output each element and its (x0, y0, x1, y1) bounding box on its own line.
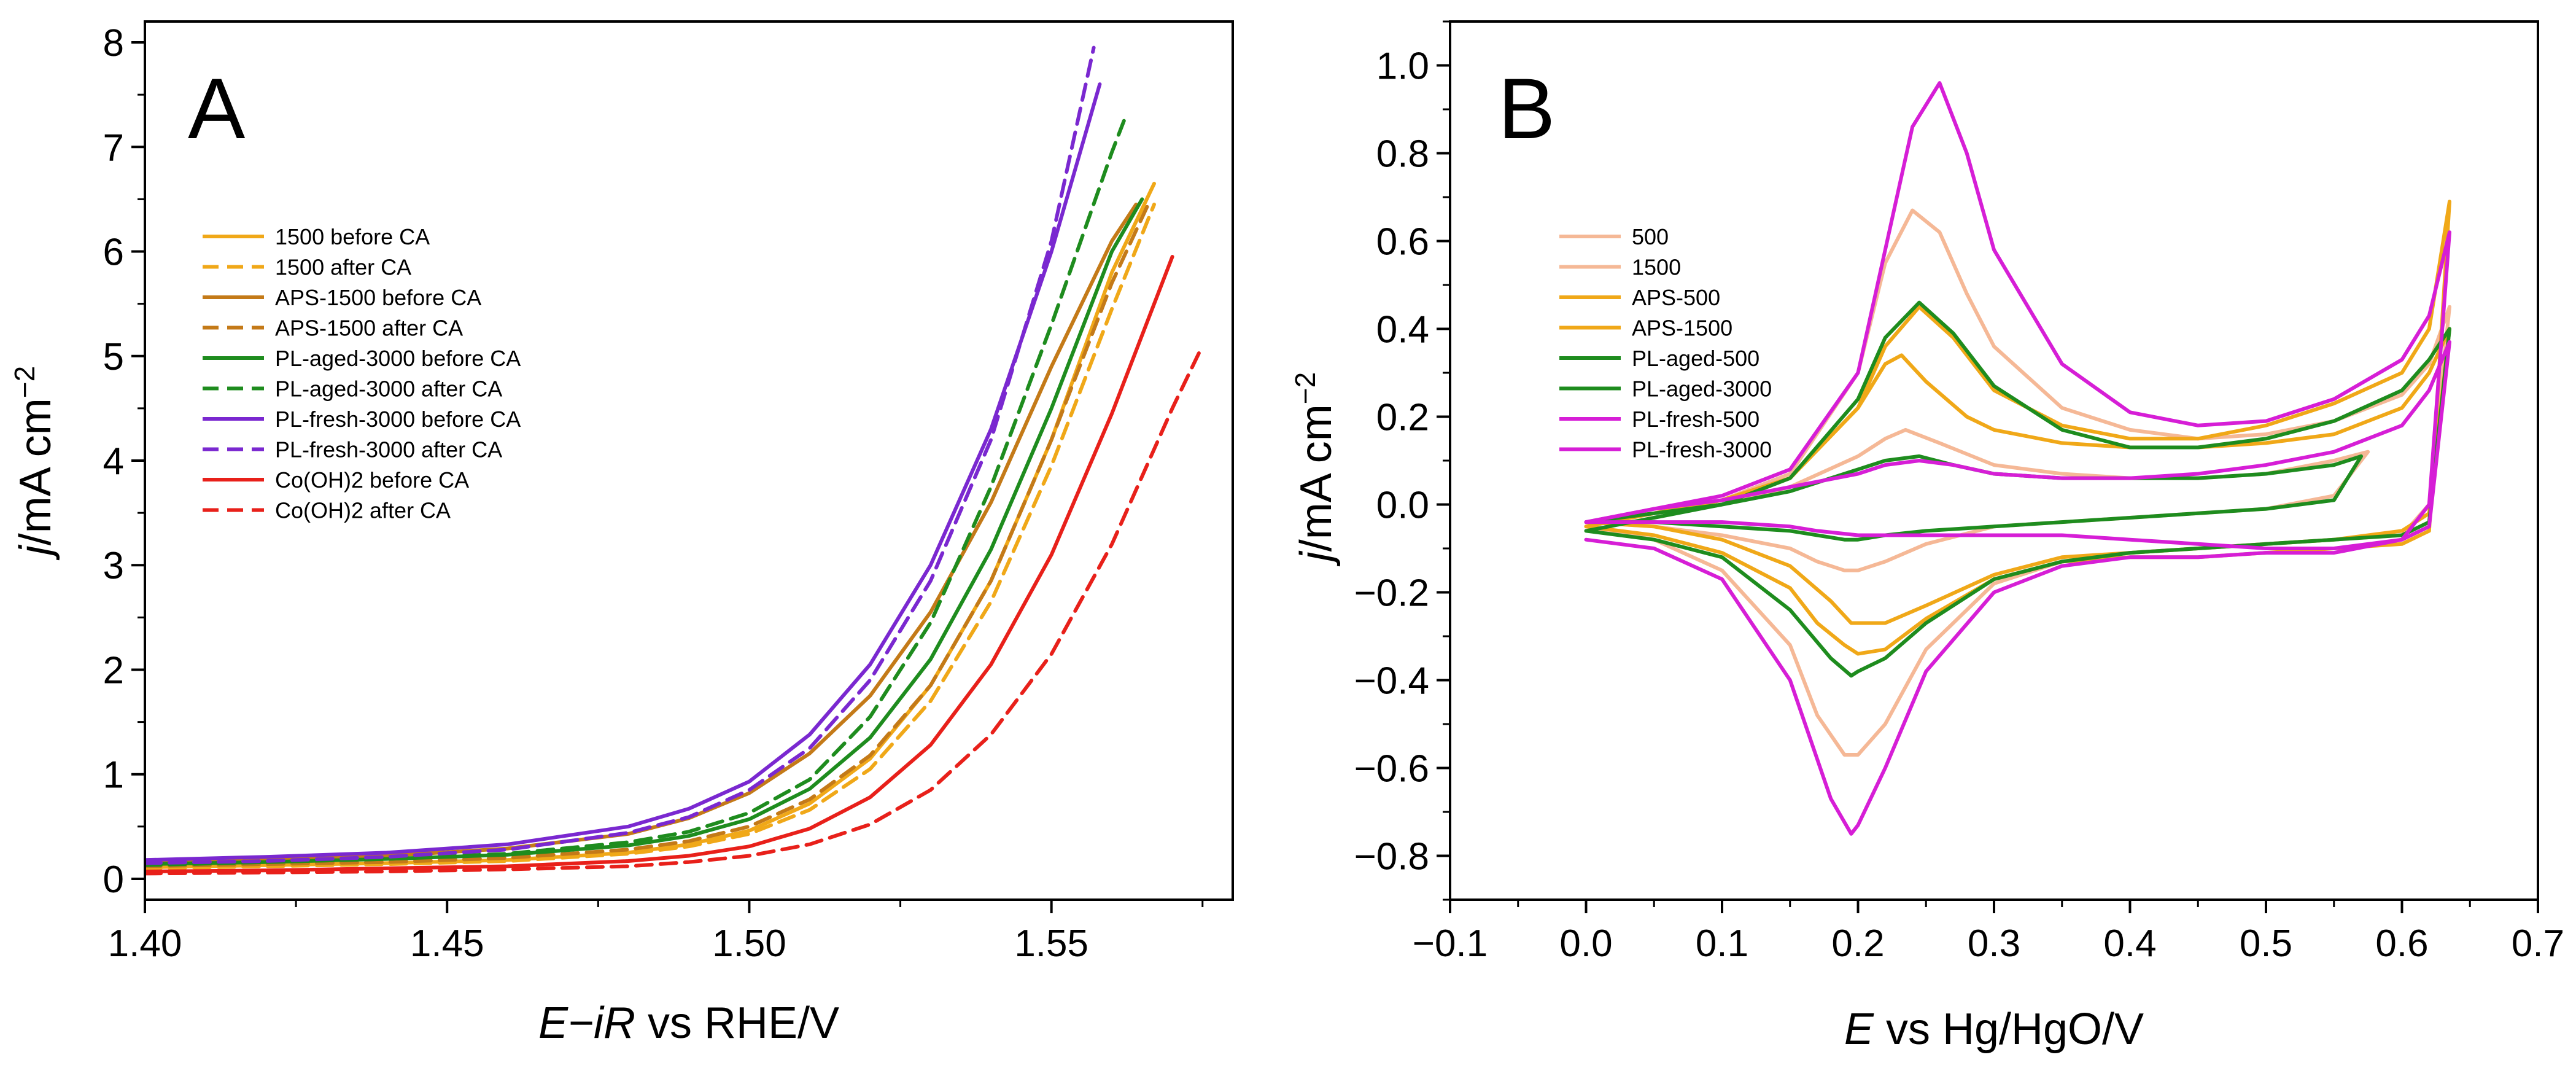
y-tick-label: 7 (103, 127, 124, 169)
legend-label: PL-aged-3000 after CA (275, 376, 502, 402)
panel-a-plot-area (145, 45, 1205, 876)
series-line-pl-fresh-500 (1584, 340, 2451, 550)
legend-label: PL-fresh-3000 after CA (275, 437, 502, 462)
y-tick-label: 2 (103, 649, 124, 692)
legend-label: 1500 after CA (275, 255, 411, 280)
series-line-pl-aged-500 (1584, 454, 2364, 542)
y-tick-label: 6 (103, 232, 124, 274)
y-tick-label: −0.6 (1354, 748, 1429, 790)
legend-label: 1500 (1632, 255, 1681, 280)
panel-a-legend: 1500 before CA 1500 after CA APS-1500 befo… (203, 224, 521, 523)
legend-label: PL-aged-500 (1632, 346, 1759, 371)
series-line-1500 (1584, 208, 2451, 757)
legend-label: APS-1500 (1632, 316, 1732, 341)
x-tick-label: 0.4 (2103, 922, 2156, 965)
x-tick-label: 0.0 (1559, 922, 1612, 965)
legend-label: APS-1500 before CA (275, 285, 481, 310)
x-tick-label: 1.50 (712, 922, 786, 965)
series-line-co-oh-2-after-ca (145, 343, 1205, 876)
panel-b-x-axis-title: E vs Hg/HgO/V (1844, 1005, 2144, 1054)
legend-label: PL-aged-3000 before CA (275, 346, 521, 371)
x-tick-label: 0.1 (1696, 922, 1748, 965)
y-tick-label: 8 (103, 22, 124, 64)
panel-b-plot-area (1584, 81, 2451, 836)
series-line-pl-fresh-3000-after-ca (145, 45, 1096, 865)
x-tick-label: 0.6 (2375, 922, 2428, 965)
panel-b-legend: 500 1500 APS-500 APS-1500 PL-aged-500 PL-aged… (1559, 224, 1772, 462)
x-tick-label: 0.7 (2512, 922, 2564, 965)
y-tick-label: 0.6 (1376, 221, 1429, 263)
y-tick-label: 4 (103, 440, 124, 483)
panel-a-label: A (188, 60, 246, 157)
series-line-co-oh-2-before-ca (145, 255, 1174, 873)
panel-b-frame (1449, 20, 2539, 901)
series-line-aps-1500-after-ca (145, 202, 1150, 868)
y-tick-label: 0.8 (1376, 133, 1429, 176)
series-line-pl-fresh-3000 (1584, 81, 2451, 836)
legend-label: PL-fresh-3000 before CA (275, 407, 521, 432)
y-tick-label: −0.8 (1354, 836, 1429, 878)
y-tick-label: 1 (103, 754, 124, 797)
panel-b-ticks: −0.1 0.0 0.1 0.2 0.3 0.4 0.5 0.6 0.7 −0.8 −0.6 −0.4… (1354, 20, 2564, 965)
series-group (1584, 81, 2451, 836)
x-tick-label: 1.55 (1014, 922, 1088, 965)
y-tick-label: 0.2 (1376, 397, 1429, 439)
legend-label: PL-fresh-500 (1632, 407, 1759, 432)
y-tick-label: 0.4 (1376, 309, 1429, 351)
x-tick-label: 1.45 (410, 922, 484, 965)
legend-label: 500 (1632, 224, 1669, 249)
series-line-pl-aged-3000-after-ca (145, 119, 1126, 867)
legend-label: APS-1500 after CA (275, 316, 463, 341)
panel-a-chart: 1.40 1.45 1.50 1.55 0 1 2 3 4 5 6 7 8 A E−iR vs RHE/… (9, 20, 1234, 1048)
y-tick-label: −0.4 (1354, 660, 1429, 703)
legend-label: APS-500 (1632, 285, 1720, 310)
x-tick-label: −0.1 (1413, 922, 1488, 965)
y-tick-label: 0.0 (1376, 485, 1429, 527)
x-tick-label: 0.5 (2240, 922, 2292, 965)
panel-a-ticks: 1.40 1.45 1.50 1.55 0 1 2 3 4 5 6 7 8 (103, 22, 1204, 965)
x-tick-label: 1.40 (108, 922, 182, 965)
legend-label: 1500 before CA (275, 224, 430, 249)
panel-b-chart: −0.1 0.0 0.1 0.2 0.3 0.4 0.5 0.6 0.7 −0.8 −0.6 −0.4… (1289, 20, 2564, 1054)
panel-a-frame (144, 20, 1234, 901)
x-tick-label: 0.3 (1968, 922, 2020, 965)
series-group (145, 45, 1205, 876)
series-line-pl-fresh-3000-before-ca (145, 82, 1102, 862)
legend-label: PL-aged-3000 (1632, 376, 1772, 402)
legend-label: Co(OH)2 after CA (275, 498, 451, 523)
panel-b-label: B (1498, 60, 1555, 157)
y-tick-label: 0 (103, 859, 124, 901)
y-tick-label: 1.0 (1376, 45, 1429, 88)
legend-label: PL-fresh-3000 (1632, 437, 1772, 462)
y-tick-label: 3 (103, 545, 124, 587)
panel-a-y-axis-title: j/mA cm−2 (9, 366, 60, 561)
legend-label: Co(OH)2 before CA (275, 467, 469, 493)
x-tick-label: 0.2 (1831, 922, 1884, 965)
series-line-1500-after-ca (145, 202, 1156, 870)
y-tick-label: 5 (103, 336, 124, 378)
y-tick-label: −0.2 (1354, 572, 1429, 615)
panel-a-x-axis-title: E−iR vs RHE/V (538, 999, 839, 1048)
